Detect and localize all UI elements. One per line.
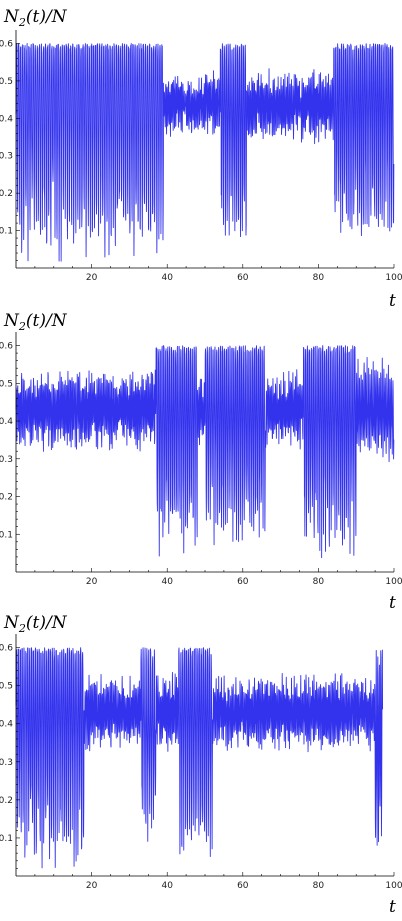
y-tick-label: 0.2 — [0, 189, 13, 199]
x-tick-label: 80 — [313, 577, 325, 587]
y-axis-label: N2(t)/N — [3, 613, 68, 635]
x-tick-label: 20 — [86, 273, 98, 283]
y-tick-label: 0.1 — [0, 530, 13, 540]
y-tick-label: 0.5 — [0, 77, 13, 87]
y-tick-label: 0.6 — [0, 39, 13, 49]
y-tick-label: 0.3 — [0, 758, 13, 768]
y-tick-label: 0.4 — [0, 720, 13, 730]
y-axis-label-subscript: 2 — [18, 320, 26, 333]
y-tick-label: 0.2 — [0, 493, 13, 503]
x-tick-label: 80 — [313, 273, 325, 283]
y-axis-label-subscript: 2 — [18, 622, 26, 635]
y-tick-label: 0.5 — [0, 682, 13, 692]
x-tick-label: 80 — [313, 881, 325, 891]
y-axis-label-main: N — [3, 311, 20, 331]
y-axis-label: N2(t)/N — [3, 311, 68, 333]
y-tick-label: 0.3 — [0, 152, 13, 162]
x-tick-label: 100 — [385, 273, 402, 283]
y-axis-label-rest: (t)/N — [26, 311, 68, 331]
y-tick-label: 0.3 — [0, 455, 13, 465]
y-tick-label: 0.6 — [0, 644, 13, 654]
chart-panel-3: N2(t)/N t 0.1 0.2 0.3 0.4 0.5 0.6 20 40 60 80 100 — [0, 613, 402, 917]
y-axis-label-rest: (t)/N — [26, 613, 68, 633]
x-tick-label: 100 — [385, 881, 402, 891]
y-tick-label: 0.1 — [0, 834, 13, 844]
x-tick-label: 60 — [237, 273, 249, 283]
y-axis-label-main: N — [3, 613, 20, 633]
y-tick-label: 0.6 — [0, 342, 13, 352]
y-axis-label-main: N — [3, 7, 20, 27]
x-tick-label: 20 — [86, 577, 98, 587]
y-tick-label: 0.4 — [0, 417, 13, 427]
x-tick-label: 100 — [385, 577, 402, 587]
x-axis-label: t — [389, 291, 396, 311]
y-axis-label-subscript: 2 — [18, 16, 26, 29]
series-line — [15, 345, 395, 559]
y-tick-label: 0.1 — [0, 227, 13, 237]
x-axis-label: t — [389, 593, 396, 613]
chart-panel-1: N2(t)/N t 0.1 0.2 0.3 0.4 0.5 0.6 20 40 60 80 100 — [0, 7, 402, 311]
x-tick-label: 40 — [161, 881, 173, 891]
x-tick-label: 20 — [86, 881, 98, 891]
y-tick-label: 0.5 — [0, 379, 13, 389]
y-axis-label-rest: (t)/N — [26, 7, 68, 27]
series-line — [15, 43, 395, 262]
y-tick-label: 0.2 — [0, 796, 13, 806]
x-tick-label: 60 — [237, 881, 249, 891]
x-axis-label: t — [389, 897, 396, 917]
x-tick-label: 40 — [161, 577, 173, 587]
y-tick-label: 0.4 — [0, 114, 13, 124]
chart-panel-2: N2(t)/N t 0.1 0.2 0.3 0.4 0.5 0.6 20 40 60 80 100 — [0, 311, 402, 613]
series-line — [15, 647, 384, 869]
x-tick-label: 40 — [161, 273, 173, 283]
x-tick-label: 60 — [237, 577, 249, 587]
y-axis-label: N2(t)/N — [3, 7, 68, 29]
